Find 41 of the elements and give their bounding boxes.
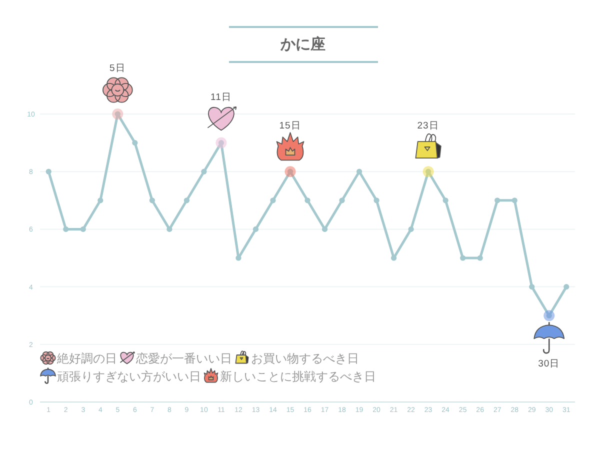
point [132, 140, 138, 146]
point [564, 284, 570, 290]
point [339, 198, 345, 204]
point [46, 168, 52, 174]
point [284, 166, 296, 178]
point [442, 198, 448, 204]
legend-label: 絶好調の日 [56, 351, 117, 366]
point [201, 168, 207, 174]
point [252, 226, 259, 232]
point [216, 137, 227, 148]
point [374, 198, 380, 204]
point [477, 255, 483, 261]
point [408, 226, 414, 232]
point [166, 226, 172, 232]
point [356, 168, 362, 174]
point [460, 255, 466, 261]
annotation: 23日 [417, 120, 440, 132]
point [236, 255, 242, 261]
annotation: 15日 [279, 120, 302, 132]
point [184, 198, 190, 204]
point [149, 198, 155, 204]
point [322, 226, 328, 232]
point [80, 226, 86, 232]
legend-label: 頑張りすぎない方がいい日 [57, 369, 201, 384]
point [422, 166, 434, 178]
chart-title: かに座 [280, 35, 326, 53]
legend-label: 恋愛が一番いい日 [135, 351, 232, 366]
point [98, 198, 104, 204]
point [529, 284, 535, 290]
point [63, 226, 69, 232]
legend-label: お買い物するべき日 [251, 351, 359, 366]
point [494, 198, 500, 204]
annotation: 11日 [210, 92, 232, 103]
point [112, 108, 124, 120]
annotation: 5日 [110, 63, 126, 74]
point [512, 198, 518, 204]
point [270, 198, 276, 204]
legend-label: 新しいことに挑戦するべき日 [220, 369, 376, 384]
point [544, 310, 555, 322]
annotation: 30日 [538, 358, 560, 370]
point [304, 198, 310, 204]
